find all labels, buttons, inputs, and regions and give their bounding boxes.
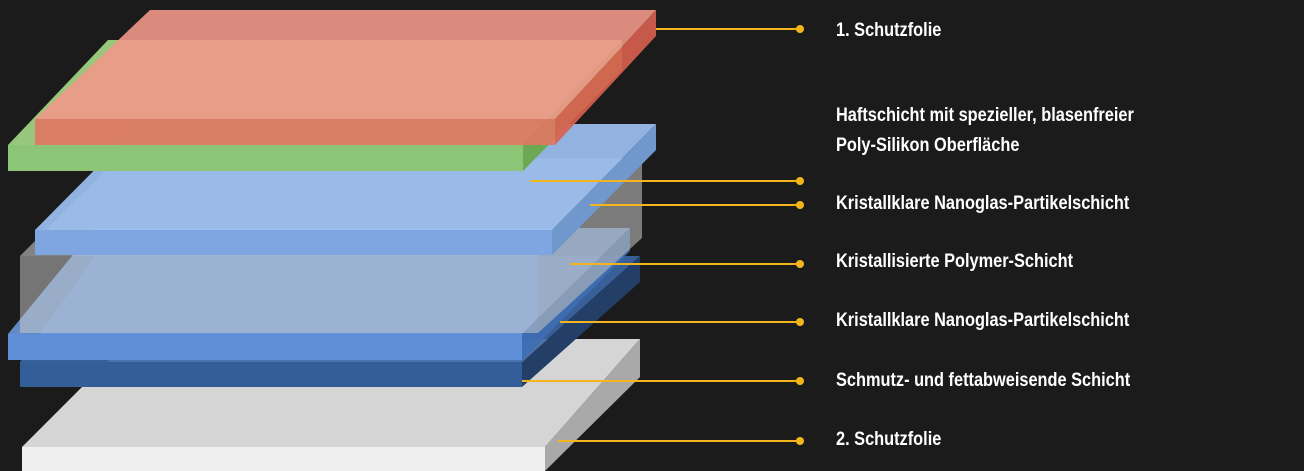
label-schmutz: Schmutz- und fettabweisende Schicht	[836, 370, 1131, 391]
leader-dot-polymer	[796, 260, 804, 268]
leader-dot-nanoglas-1	[796, 201, 804, 209]
label-schutzfolie-1: 1. Schutzfolie	[836, 20, 942, 41]
layer-schutzfolie-1-plate	[35, 10, 656, 145]
label-nanoglas-2: Kristallklare Nanoglas-Partikelschicht	[836, 310, 1130, 331]
leader-dot-schutzfolie-2	[796, 437, 804, 445]
label-schutzfolie-2: 2. Schutzfolie	[836, 429, 942, 450]
leader-dot-schutzfolie-1	[796, 25, 804, 33]
label-nanoglas-1: Kristallklare Nanoglas-Partikelschicht	[836, 193, 1130, 214]
leader-dot-schmutz	[796, 377, 804, 385]
leader-dot-nanoglas-2	[796, 318, 804, 326]
leader-dot-haftschicht	[796, 177, 804, 185]
label-polymer: Kristallisierte Polymer-Schicht	[836, 251, 1074, 272]
label-haftschicht: Haftschicht mit spezieller, blasenfreier…	[836, 105, 1134, 156]
leader-lines	[522, 25, 804, 445]
